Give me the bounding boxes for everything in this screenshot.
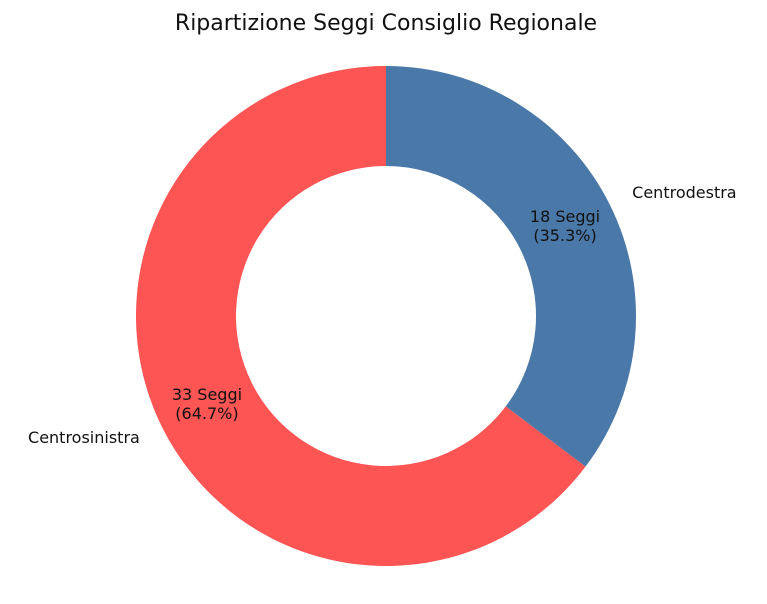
slice-label: Centrosinistra [28, 428, 140, 447]
value-label: (35.3%) [533, 226, 596, 245]
chart-title: Ripartizione Seggi Consiglio Regionale [175, 11, 597, 36]
value-label: 33 Seggi [172, 385, 242, 404]
slice-label: Centrodestra [632, 183, 736, 202]
slice [386, 66, 637, 467]
value-label: (64.7%) [175, 404, 238, 423]
slice [136, 66, 586, 566]
value-label: 18 Seggi [530, 207, 600, 226]
